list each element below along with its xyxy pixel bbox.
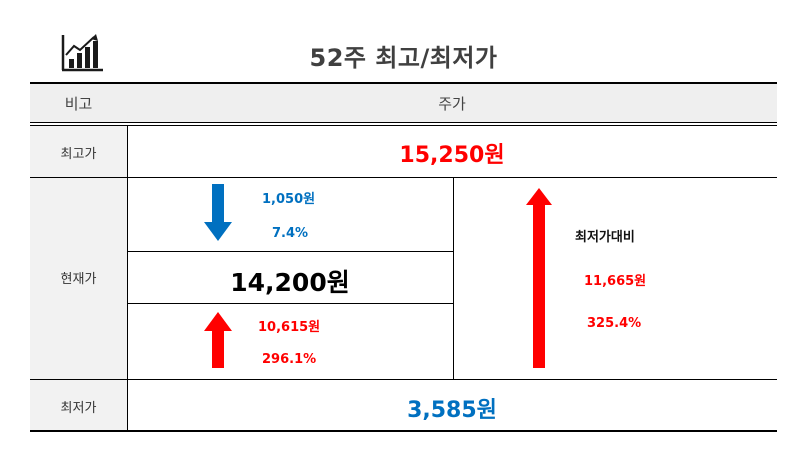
header-label-remark: 비고 xyxy=(64,95,93,113)
table-bottom-border xyxy=(30,430,777,432)
from-high-amount: 1,050원 xyxy=(262,192,316,207)
from-low-amount: 10,615원 xyxy=(258,320,321,335)
bar-chart-growth-icon xyxy=(61,34,103,72)
current-value-bottom-border xyxy=(127,303,453,304)
label-column-high xyxy=(30,125,127,177)
table-top-border xyxy=(30,82,777,84)
from-high-percent: 7.4% xyxy=(272,226,309,241)
table-header-row xyxy=(30,83,777,122)
low-vs-high-amount: 11,665원 xyxy=(584,274,647,289)
arrow-up-icon xyxy=(204,312,232,368)
row-label-current: 현재가 xyxy=(60,272,97,287)
header-bottom-border xyxy=(30,122,777,123)
current-value-top-border xyxy=(127,251,453,252)
arrow-down-icon xyxy=(204,184,232,241)
label-column-divider-high xyxy=(127,125,128,430)
low-row-top-border xyxy=(30,379,777,380)
arrow-up-icon xyxy=(526,188,552,368)
low-vs-high-label: 최저가대비 xyxy=(575,230,635,245)
high-price-value: 15,250원 xyxy=(399,143,505,168)
page-title: 52주 최고/최저가 xyxy=(309,44,498,72)
from-low-percent: 296.1% xyxy=(262,352,317,367)
row-label-high: 최고가 xyxy=(60,147,97,162)
low-price-value: 3,585원 xyxy=(407,398,497,423)
current-price-value: 14,200원 xyxy=(230,268,350,297)
row-label-low: 최저가 xyxy=(60,401,97,416)
low-vs-high-percent: 325.4% xyxy=(587,316,642,331)
header-label-price: 주가 xyxy=(438,95,466,113)
high-row-top-border xyxy=(30,125,777,126)
middle-column-divider xyxy=(453,177,454,379)
current-row-top-border xyxy=(30,177,777,178)
label-column-low xyxy=(30,380,127,431)
label-column-current xyxy=(30,178,127,379)
